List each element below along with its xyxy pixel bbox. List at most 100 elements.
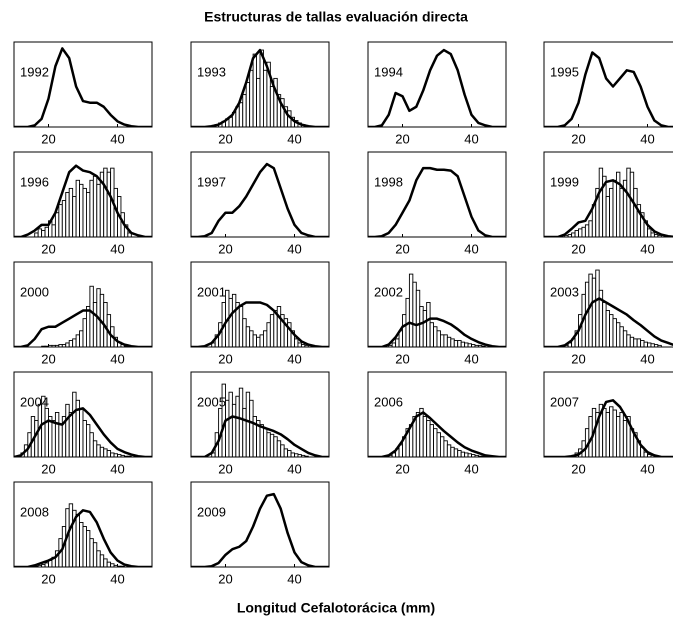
histogram-bar bbox=[633, 187, 638, 237]
histogram-bar bbox=[612, 409, 617, 457]
density-curve bbox=[14, 309, 152, 347]
x-tick-label: 20 bbox=[571, 461, 585, 476]
histogram-bar bbox=[283, 448, 289, 457]
histogram-bar bbox=[276, 306, 282, 347]
histogram-bar bbox=[609, 406, 614, 457]
plot-area bbox=[14, 503, 152, 567]
panel-frame bbox=[367, 151, 507, 238]
panel-frame bbox=[367, 371, 507, 458]
histogram-bar bbox=[605, 310, 610, 347]
panel-title: 1999 bbox=[550, 174, 579, 189]
histogram-bar bbox=[228, 297, 233, 347]
histogram-bar bbox=[273, 436, 278, 457]
histogram-bar bbox=[99, 446, 105, 457]
panel-frame bbox=[543, 261, 673, 348]
chart-title: Estructuras de tallas evaluación directa bbox=[204, 9, 468, 25]
x-tick-label: 20 bbox=[218, 241, 232, 256]
histogram-bar bbox=[106, 561, 112, 567]
histogram-bar bbox=[446, 444, 452, 457]
histogram-bar bbox=[72, 391, 77, 457]
x-tick-label: 40 bbox=[640, 351, 654, 366]
histogram-bar bbox=[68, 503, 74, 567]
histogram-bar bbox=[238, 102, 244, 127]
histogram-bar bbox=[65, 191, 70, 237]
histogram-bar bbox=[99, 554, 105, 567]
panel: 20 40 1997 bbox=[190, 151, 330, 256]
histogram-bar bbox=[602, 407, 607, 457]
histogram-bar bbox=[256, 336, 261, 347]
histogram-bar bbox=[440, 334, 445, 347]
panel: 20 40 2008 bbox=[13, 481, 153, 586]
panel-title: 1997 bbox=[197, 174, 226, 189]
histogram-bar bbox=[636, 338, 642, 347]
x-tick-label: 40 bbox=[110, 571, 124, 586]
histogram-bar bbox=[259, 334, 264, 347]
histogram-bar bbox=[96, 183, 101, 237]
histogram-bar bbox=[92, 175, 98, 237]
panel: 20 40 1998 bbox=[367, 151, 507, 256]
plot-area bbox=[191, 289, 329, 347]
histogram-bar bbox=[106, 450, 112, 457]
histogram-bar bbox=[287, 450, 292, 457]
density-curve bbox=[544, 179, 673, 237]
histogram-bar bbox=[242, 407, 247, 457]
panel-title: 1994 bbox=[374, 64, 403, 79]
x-tick-label: 40 bbox=[110, 131, 124, 146]
histogram-bar bbox=[460, 341, 466, 347]
plot-area bbox=[191, 492, 329, 567]
histogram-bar bbox=[266, 432, 271, 457]
plot-area bbox=[368, 166, 506, 237]
panel-title: 2007 bbox=[550, 394, 579, 409]
histogram-bar bbox=[304, 344, 309, 347]
histogram-bar bbox=[429, 424, 435, 457]
histogram-bar bbox=[395, 338, 400, 347]
density-curve bbox=[191, 48, 329, 127]
histogram-bar bbox=[263, 69, 268, 127]
panel-frame bbox=[543, 371, 673, 458]
panel-frame bbox=[13, 261, 153, 348]
histogram-bar bbox=[75, 334, 80, 347]
histogram-bar bbox=[612, 318, 617, 347]
density-curve bbox=[368, 411, 506, 457]
histogram-bar bbox=[225, 399, 230, 457]
histogram-bar bbox=[79, 183, 84, 237]
histogram-bar bbox=[612, 179, 617, 237]
histogram-bar bbox=[460, 451, 466, 457]
histogram-bar bbox=[453, 340, 459, 347]
panel: 20 40 2009 bbox=[190, 481, 330, 586]
histogram-bar bbox=[238, 306, 244, 347]
plot-area bbox=[14, 47, 152, 127]
panel-title: 2005 bbox=[197, 394, 226, 409]
histogram-bar bbox=[103, 167, 108, 237]
panel: 20 40 1992 bbox=[13, 41, 153, 146]
histogram-bar bbox=[453, 448, 459, 457]
panel-frame bbox=[367, 261, 507, 348]
x-tick-label: 40 bbox=[287, 351, 301, 366]
histogram-bar bbox=[54, 212, 60, 237]
panel-frame bbox=[13, 41, 153, 128]
panel-title: 2004 bbox=[20, 394, 49, 409]
histogram-bar bbox=[96, 550, 101, 567]
histogram-bar bbox=[92, 440, 98, 457]
histogram-bar bbox=[433, 428, 438, 457]
histogram-bar bbox=[231, 293, 237, 347]
histogram-bar bbox=[574, 230, 579, 237]
x-tick-label: 40 bbox=[640, 131, 654, 146]
histogram-bar bbox=[457, 450, 462, 457]
panel-title: 2001 bbox=[197, 284, 226, 299]
histogram-bar bbox=[106, 171, 112, 237]
histogram-bar bbox=[85, 191, 91, 237]
histogram-bar bbox=[581, 226, 586, 237]
plot-area bbox=[191, 383, 329, 457]
x-tick-label: 40 bbox=[287, 461, 301, 476]
panel: 20 40 1995 bbox=[543, 41, 673, 146]
plot-area bbox=[14, 285, 152, 347]
histogram-bar bbox=[647, 228, 652, 237]
histogram-bar bbox=[616, 322, 621, 347]
panel-frame bbox=[190, 481, 330, 568]
panel-title: 1998 bbox=[374, 174, 403, 189]
histogram-bar bbox=[245, 81, 251, 127]
x-tick-label: 40 bbox=[464, 241, 478, 256]
density-curve bbox=[191, 162, 329, 237]
histogram-bar bbox=[256, 77, 261, 127]
